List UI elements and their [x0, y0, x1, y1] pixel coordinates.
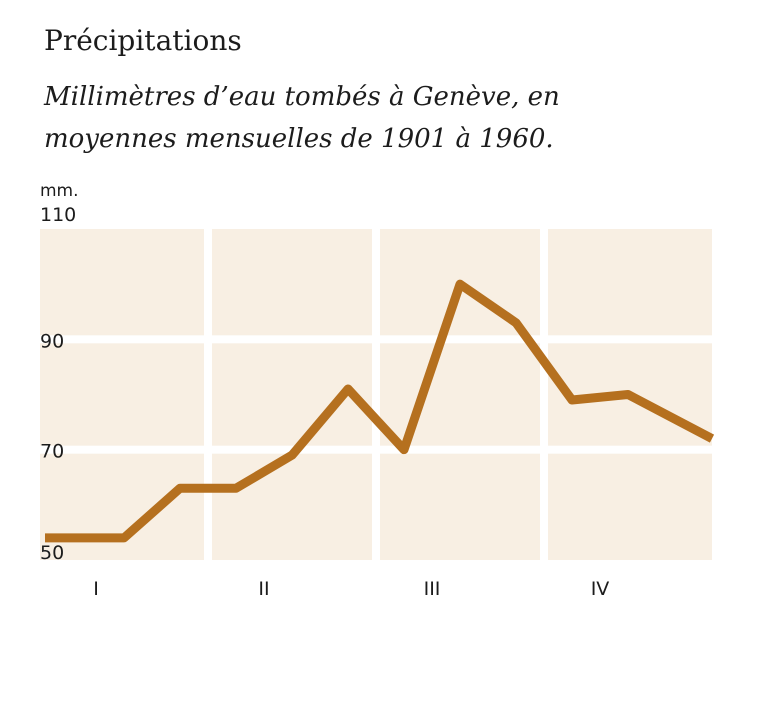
chart-subtitle: Millimètres d’eau tombés à Genève, en mo…	[44, 82, 560, 154]
grid-cell	[212, 453, 372, 560]
x-tick-label: IV	[591, 578, 610, 600]
grid-cell	[548, 229, 712, 336]
y-tick-label: 90	[40, 330, 64, 352]
grid-cell	[40, 453, 204, 560]
grid-cell	[40, 343, 204, 446]
y-tick-label: 110	[40, 204, 76, 226]
y-tick-label: 50	[40, 542, 64, 564]
chart-title: Précipitations	[44, 24, 242, 57]
x-tick-label: II	[258, 578, 269, 600]
grid-cell	[548, 453, 712, 560]
grid-cell	[380, 343, 540, 446]
x-tick-label: III	[424, 578, 441, 600]
grid-cell	[380, 453, 540, 560]
grid-cell	[40, 229, 204, 336]
y-tick-label: 70	[40, 441, 64, 463]
y-unit-label: mm.	[40, 181, 79, 201]
grid-cell	[212, 229, 372, 336]
precipitation-line	[45, 279, 715, 543]
x-tick-label: I	[93, 578, 99, 600]
